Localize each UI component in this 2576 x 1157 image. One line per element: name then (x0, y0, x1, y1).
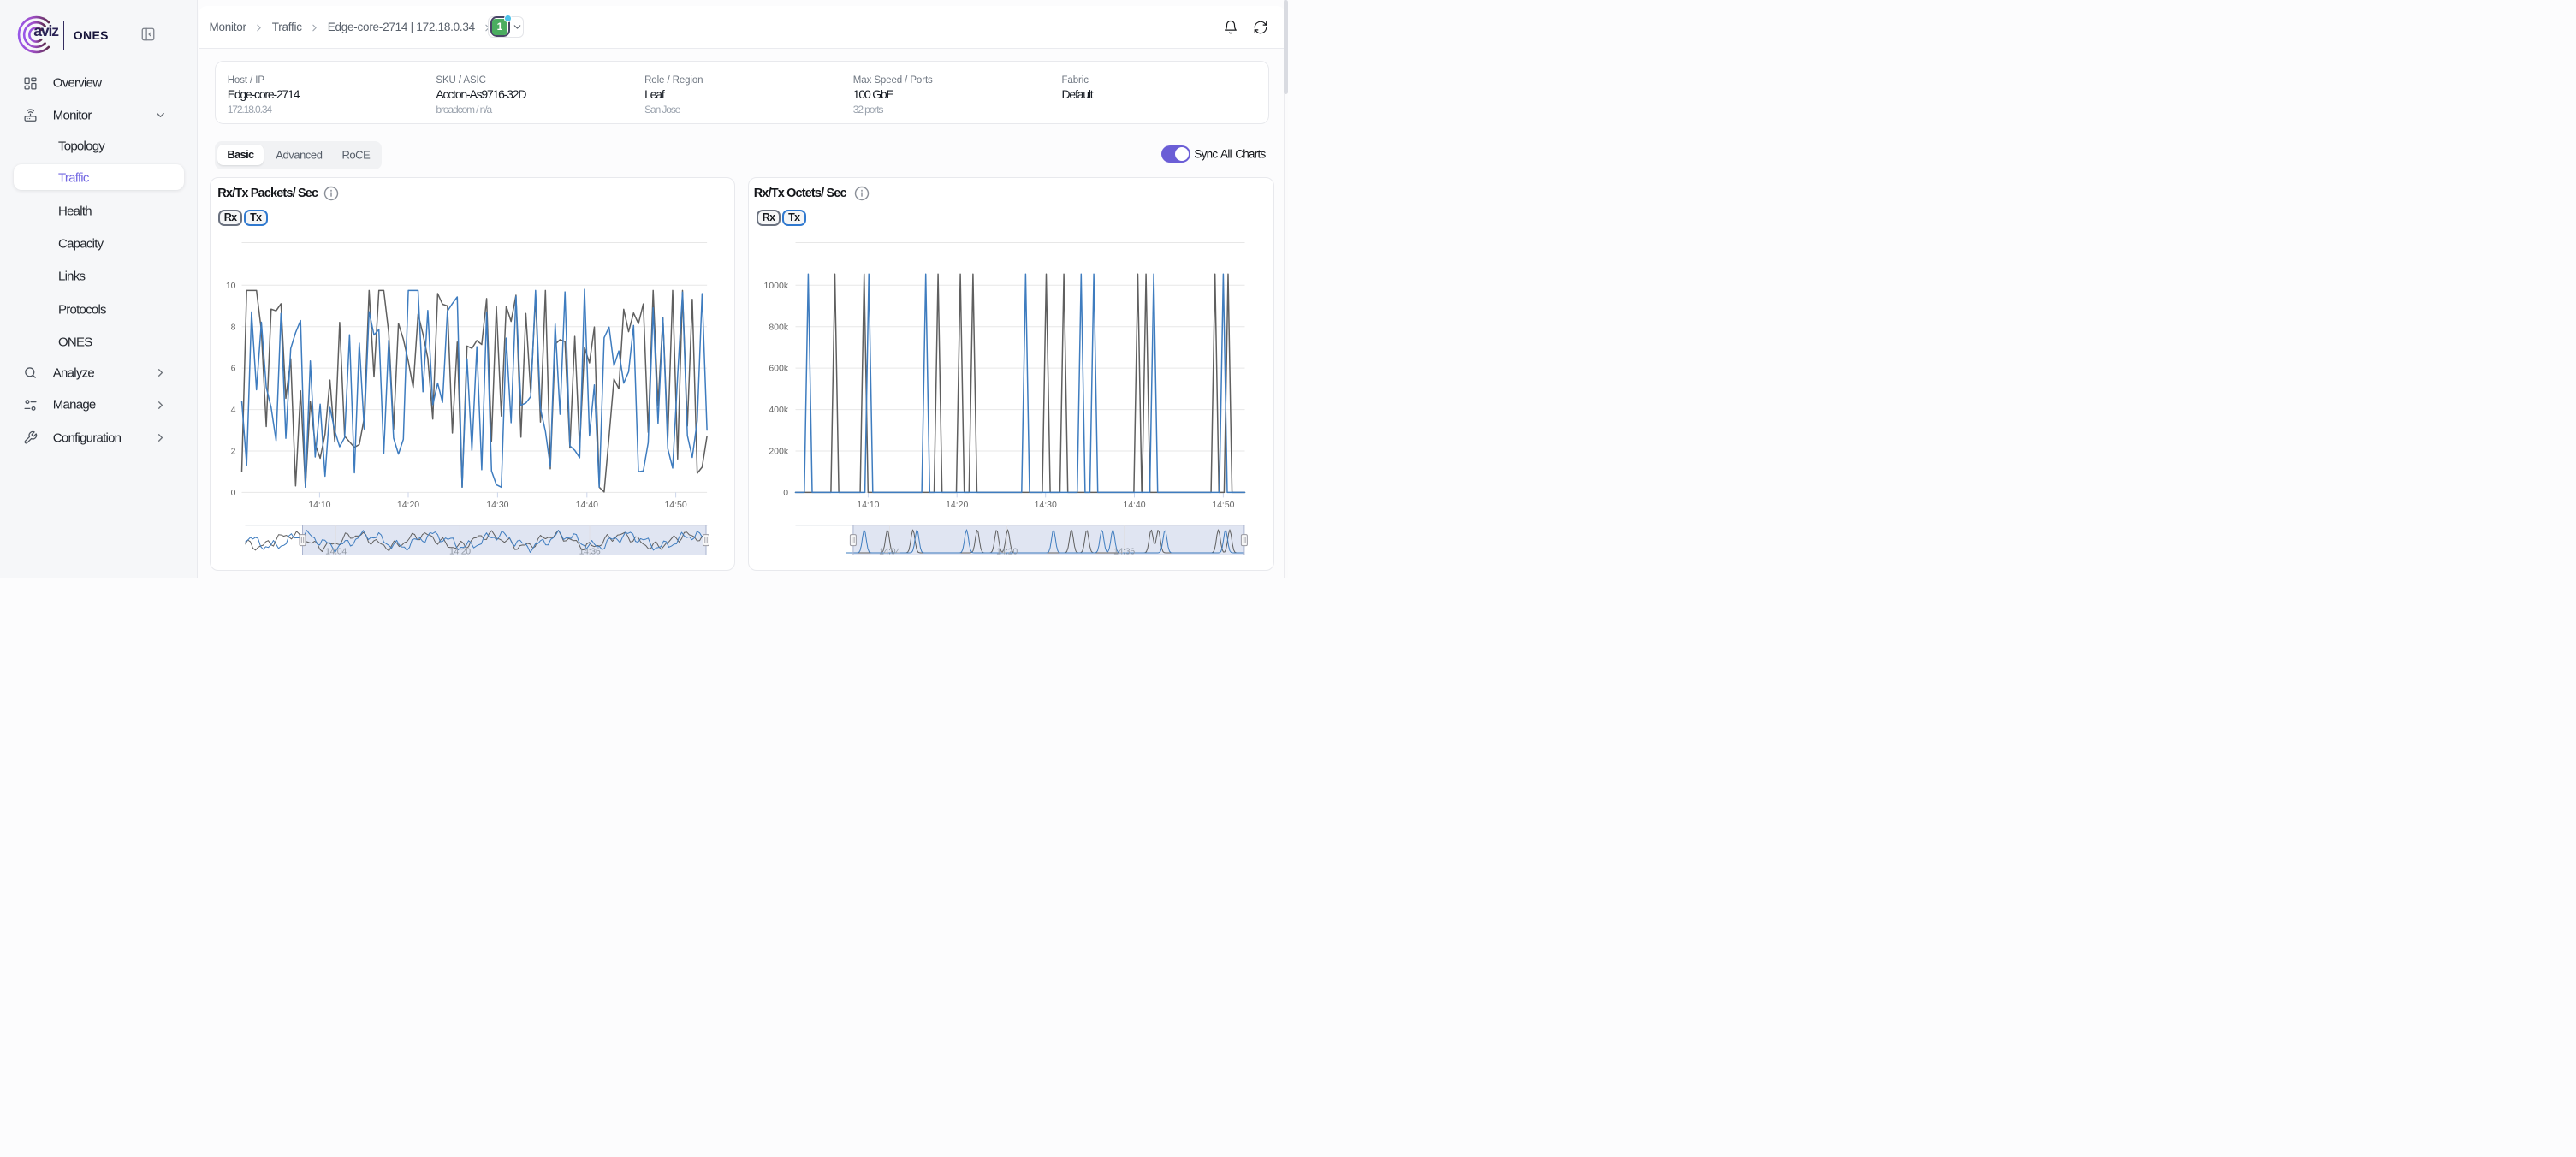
svg-text:400k: 400k (769, 406, 788, 415)
svg-text:10: 10 (225, 280, 235, 290)
svg-text:6: 6 (230, 363, 235, 373)
svg-text:14:20: 14:20 (996, 547, 1018, 556)
svg-text:14:04: 14:04 (325, 546, 347, 556)
svg-text:8: 8 (230, 322, 235, 332)
svg-text:14:10: 14:10 (308, 499, 330, 509)
svg-text:14:50: 14:50 (664, 499, 686, 509)
svg-text:14:20: 14:20 (449, 546, 471, 556)
svg-text:14:30: 14:30 (486, 499, 508, 509)
svg-text:14:40: 14:40 (575, 499, 597, 509)
svg-text:0: 0 (230, 488, 235, 498)
svg-text:14:04: 14:04 (879, 547, 900, 556)
svg-text:0: 0 (783, 488, 788, 497)
svg-text:4: 4 (230, 405, 235, 415)
svg-text:14:40: 14:40 (1123, 500, 1145, 509)
svg-text:200k: 200k (769, 447, 788, 456)
svg-text:14:20: 14:20 (946, 500, 968, 509)
svg-text:800k: 800k (769, 323, 788, 332)
svg-text:14:10: 14:10 (857, 500, 879, 509)
svg-text:600k: 600k (769, 364, 788, 373)
svg-text:2: 2 (230, 446, 235, 456)
svg-text:14:36: 14:36 (579, 546, 600, 556)
svg-text:14:20: 14:20 (396, 499, 418, 509)
svg-text:1000k: 1000k (763, 281, 788, 290)
svg-text:14:36: 14:36 (1113, 547, 1135, 556)
svg-text:14:50: 14:50 (1212, 500, 1234, 509)
svg-text:14:30: 14:30 (1034, 500, 1056, 509)
